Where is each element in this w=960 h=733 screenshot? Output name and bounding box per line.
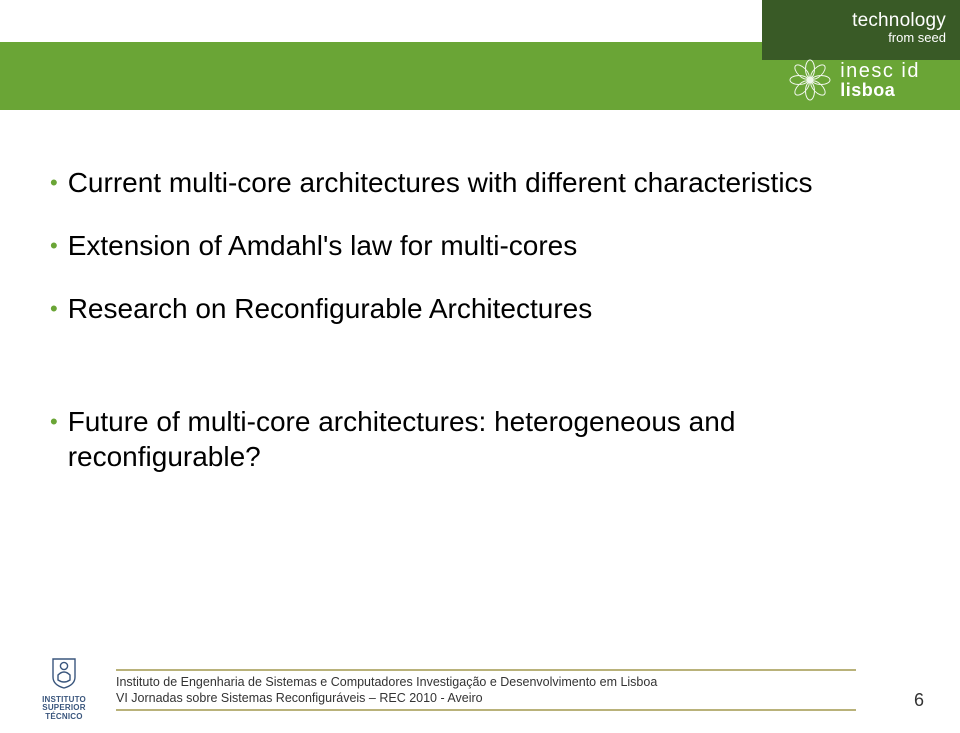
bullet-item: • Current multi-core architectures with … [50, 165, 910, 200]
shield-icon [51, 657, 77, 689]
brand-line-2: lisboa [840, 81, 920, 99]
brand-logo: inesc id lisboa [788, 58, 920, 102]
bullet-dot-icon: • [50, 404, 58, 439]
footer-institution: Instituto de Engenharia de Sistemas e Co… [116, 675, 856, 689]
seed-icon [788, 58, 832, 102]
page-number: 6 [910, 690, 928, 711]
bullet-text: Extension of Amdahl's law for multi-core… [68, 228, 578, 263]
content-area: • Current multi-core architectures with … [50, 165, 910, 474]
ist-logo: INSTITUTO SUPERIOR TÉCNICO [32, 657, 96, 721]
ist-word-3: TÉCNICO [32, 713, 96, 721]
bullet-text: Current multi-core architectures with di… [68, 165, 813, 200]
header: technology from seed Outline inesc id li… [0, 0, 960, 118]
slide-title: Outline [28, 12, 124, 44]
bullet-dot-icon: • [50, 228, 58, 263]
bullet-dot-icon: • [50, 165, 58, 200]
footer-lines: Instituto de Engenharia de Sistemas e Co… [116, 669, 856, 711]
bullet-dot-icon: • [50, 291, 58, 326]
bullet-text: Future of multi-core architectures: hete… [68, 404, 910, 474]
brand-line-1: inesc id [840, 61, 920, 81]
bullet-item: • Extension of Amdahl's law for multi-co… [50, 228, 910, 263]
brand-text: inesc id lisboa [840, 61, 920, 99]
bullet-item: • Future of multi-core architectures: he… [50, 404, 910, 474]
tech-top-text: technology [776, 10, 946, 32]
footer-event: VI Jornadas sobre Sistemas Reconfiguráve… [116, 691, 856, 705]
bullet-item: • Research on Reconfigurable Architectur… [50, 291, 910, 326]
bullet-text: Research on Reconfigurable Architectures [68, 291, 593, 326]
tech-sub-text: from seed [776, 30, 946, 45]
technology-badge: technology from seed [762, 0, 960, 60]
footer: INSTITUTO SUPERIOR TÉCNICO Instituto de … [0, 653, 960, 733]
